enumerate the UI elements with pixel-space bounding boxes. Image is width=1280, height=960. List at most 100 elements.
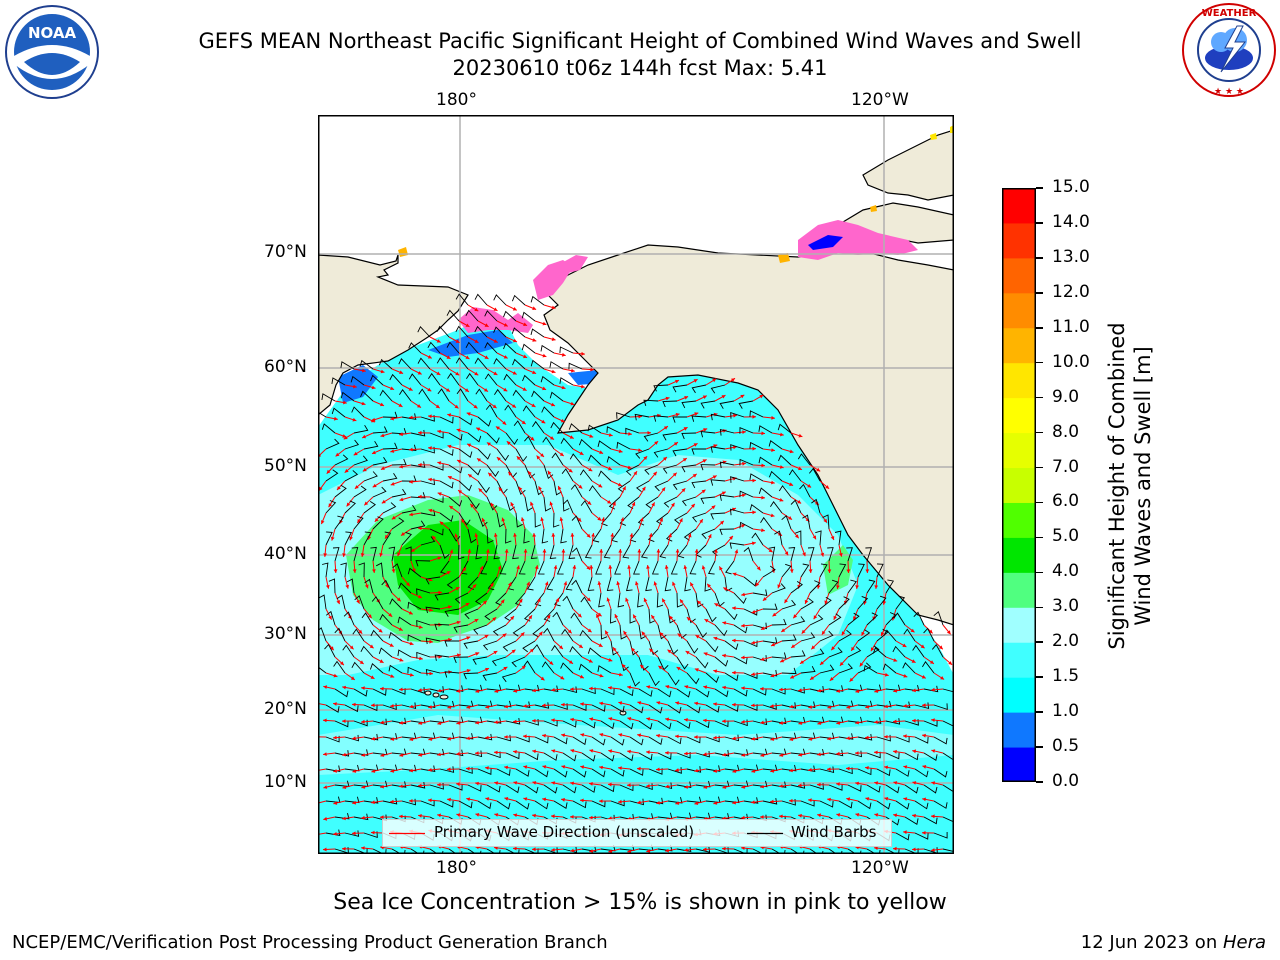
wind-barb xyxy=(904,752,919,761)
wave-direction-arrowhead xyxy=(795,534,799,539)
wave-direction-arrowhead xyxy=(680,599,684,604)
wind-barb xyxy=(515,768,530,777)
wind-barb xyxy=(511,656,526,668)
wind-barb xyxy=(530,295,545,306)
colorbar-tick-mark xyxy=(1036,431,1043,434)
wind-barb xyxy=(676,720,691,729)
wave-direction-arrowhead xyxy=(608,686,612,690)
wind-barb xyxy=(700,496,716,505)
wave-direction-arrowhead xyxy=(780,658,785,663)
wave-direction-arrowhead xyxy=(504,735,508,739)
wave-direction-arrowhead xyxy=(618,766,622,770)
wave-direction-arrowhead xyxy=(912,718,916,723)
wind-barb xyxy=(513,420,526,434)
wave-direction-arrowhead xyxy=(816,467,821,472)
wind-barb xyxy=(710,384,726,394)
wind-barb xyxy=(857,733,873,741)
wave-direction-arrowhead xyxy=(399,720,404,725)
wave-field-4m xyxy=(393,520,503,615)
wave-direction-arrowhead xyxy=(649,648,654,653)
wind-barb xyxy=(768,439,783,450)
wind-barb xyxy=(659,544,669,559)
map-frame xyxy=(318,115,954,854)
wind-barb xyxy=(420,478,436,486)
wind-barb xyxy=(600,752,615,762)
wave-direction-arrowhead xyxy=(722,653,726,658)
wind-barb xyxy=(606,426,621,434)
wind-barb xyxy=(676,592,684,608)
wave-direction-arrowhead xyxy=(884,735,888,739)
wave-direction-arrowhead xyxy=(846,705,851,709)
wind-barb xyxy=(334,720,349,728)
wind-barb xyxy=(429,464,444,471)
wave-direction-arrowhead xyxy=(511,649,516,654)
wind-barb xyxy=(494,388,507,402)
wave-direction-arrowhead xyxy=(771,480,775,485)
colorbar-segment xyxy=(1002,222,1036,259)
wave-direction-arrowhead xyxy=(555,598,560,602)
wind-barb xyxy=(788,546,796,562)
wave-direction-arrowhead xyxy=(466,766,470,771)
wave-direction-arrowhead xyxy=(361,785,366,789)
wind-barb xyxy=(895,832,910,841)
wind-barb xyxy=(866,717,882,724)
wind-barb xyxy=(847,612,860,626)
wave-direction-arrowhead xyxy=(551,814,555,819)
wind-barb xyxy=(752,848,767,854)
wind-barb xyxy=(719,429,735,436)
wind-barb xyxy=(781,764,797,772)
wave-direction-arrowhead xyxy=(409,512,413,517)
wind-barb xyxy=(487,576,498,591)
wave-direction-arrowhead xyxy=(646,565,650,569)
wind-barb xyxy=(475,388,488,402)
wind-barb xyxy=(363,733,379,741)
wave-direction-arrowhead xyxy=(627,783,631,788)
wind-barb xyxy=(610,736,625,746)
colorbar-tick-mark xyxy=(1036,187,1043,189)
wave-direction-arrowhead xyxy=(713,412,718,417)
wave-direction-arrowhead xyxy=(561,702,565,707)
wave-direction-arrowhead xyxy=(354,485,359,489)
wind-barb xyxy=(350,375,365,386)
wave-direction-arrowhead xyxy=(532,338,537,342)
wave-direction-arrowhead xyxy=(920,644,925,649)
wave-direction-arrowhead xyxy=(608,658,613,662)
wind-barb xyxy=(344,830,360,837)
wave-direction-arrowhead xyxy=(646,849,651,853)
wave-direction-arrowhead xyxy=(475,751,479,756)
wind-barb xyxy=(653,448,669,458)
wave-direction-arrowhead xyxy=(492,404,497,409)
wave-direction-arrowhead xyxy=(755,582,760,587)
wind-barb xyxy=(743,733,759,741)
wind-barb xyxy=(344,796,360,804)
wind-barb xyxy=(653,415,669,422)
wave-direction-arrowhead xyxy=(702,395,707,399)
wave-direction-arrowhead xyxy=(567,629,572,634)
wave-direction-arrowhead xyxy=(390,482,395,486)
wind-barb xyxy=(496,800,511,810)
wave-direction-arrowhead xyxy=(474,619,479,623)
wave-direction-arrowhead xyxy=(390,449,395,453)
wind-barb xyxy=(819,732,835,740)
wave-direction-arrowhead xyxy=(588,659,593,663)
wave-direction-arrowhead xyxy=(371,417,376,422)
wind-barb xyxy=(391,781,407,788)
wind-barb xyxy=(724,576,733,592)
wave-direction-arrowhead xyxy=(713,735,717,740)
wave-direction-arrowhead xyxy=(352,800,357,805)
wave-direction-arrowhead xyxy=(446,388,450,392)
wind-barb xyxy=(686,640,699,654)
wind-barb xyxy=(876,700,892,708)
wave-direction-arrowhead xyxy=(656,733,660,738)
wind-barb xyxy=(321,393,336,402)
wind-barb xyxy=(895,736,910,743)
wind-barb xyxy=(325,765,341,772)
wind-barb xyxy=(809,748,825,756)
colorbar-tick-mark xyxy=(1036,606,1043,609)
wind-barb xyxy=(511,327,526,338)
wave-direction-arrowhead xyxy=(874,813,879,817)
colorbar-tick-label: 5.0 xyxy=(1052,526,1080,547)
wave-direction-arrowhead xyxy=(741,686,745,691)
wave-direction-arrowhead xyxy=(323,816,328,821)
wave-direction-arrowhead xyxy=(494,720,498,724)
